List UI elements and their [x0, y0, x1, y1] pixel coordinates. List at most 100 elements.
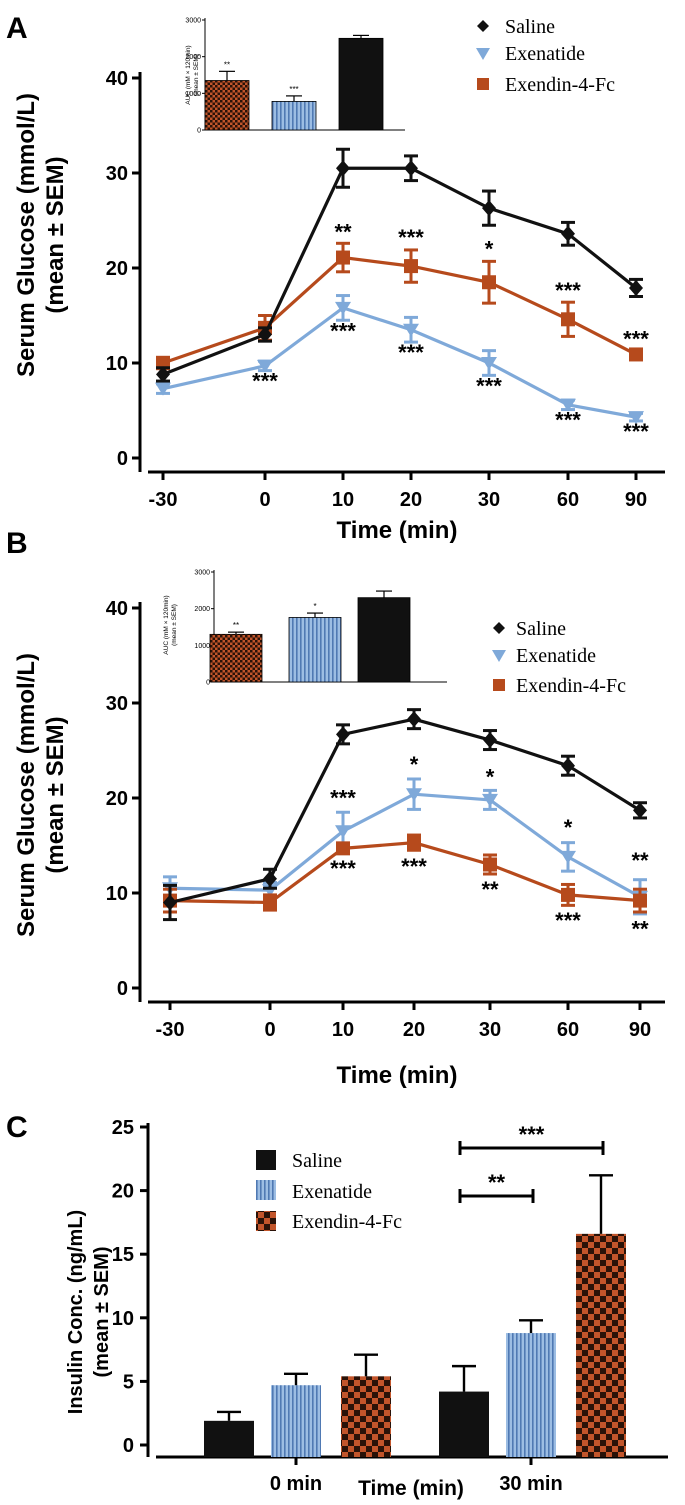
significance-star: *** — [555, 278, 581, 303]
bar-exenatide — [271, 1385, 321, 1457]
legend-label-exenatide: Exenatide — [516, 645, 596, 667]
data-point — [163, 894, 177, 911]
legend-marker-exenatide — [476, 48, 490, 60]
inset-auc-chart: AUC (mM × 120min) (mean ± SEM) 0 1000 2000… — [185, 18, 405, 135]
significance-star: *** — [252, 369, 278, 394]
inset-significance-star: * — [313, 602, 316, 611]
legend-marker-exendin — [477, 78, 489, 90]
inset-auc-chart: AUC (mM × 120min) (mean ± SEM) 0 1000 2000… — [163, 570, 447, 687]
data-point — [404, 259, 418, 274]
inset-y-tick-label: 3000 — [185, 18, 201, 25]
x-tick-label: 20 — [403, 1019, 425, 1041]
data-point — [155, 382, 171, 396]
data-point — [406, 788, 422, 802]
significance-star: * — [410, 752, 419, 777]
y-tick-label: 40 — [106, 598, 128, 620]
significance-stars: **** ******* ******** ** — [330, 752, 649, 942]
panel-label-c: C — [6, 1111, 28, 1144]
legend-label-exendin: Exendin-4-Fc — [292, 1211, 402, 1233]
x-tick-label: 0 — [259, 489, 270, 511]
inset-bar-saline — [357, 597, 411, 683]
legend-label-exendin: Exendin-4-Fc — [505, 74, 615, 96]
y-axis-label-line2: (mean ± SEM) — [91, 1247, 113, 1378]
significance-star: * — [486, 765, 495, 790]
x-tick-label: 60 — [557, 1019, 579, 1041]
inset-bar-exenatide — [271, 101, 317, 131]
significance-star: *** — [623, 419, 649, 444]
data-point — [258, 326, 272, 343]
legend-swatch-exendin — [256, 1211, 276, 1231]
series-exenatide — [162, 777, 648, 916]
inset-significance-star: ** — [233, 621, 239, 630]
legend-label-exenatide: Exenatide — [505, 43, 585, 65]
legend: Saline Exenatide Exendin-4-Fc — [492, 618, 626, 697]
y-tick-label: 40 — [106, 68, 128, 90]
x-tick-label: 10 — [332, 489, 354, 511]
significance-star: *** — [555, 908, 581, 933]
data-point — [481, 357, 497, 370]
y-tick-label: 30 — [106, 693, 128, 715]
legend-swatch-exenatide — [256, 1180, 276, 1200]
data-point — [561, 312, 575, 327]
data-point — [561, 757, 575, 774]
bars — [204, 1174, 626, 1457]
panel-a: A Serum Glucose (mmol/L) (mean ± SEM) 0 1… — [6, 12, 665, 544]
x-tick-label: 90 — [625, 489, 647, 511]
legend-marker-saline — [493, 622, 505, 634]
y-tick-label: 20 — [106, 788, 128, 810]
data-point — [628, 411, 644, 425]
x-tick-label: 10 — [332, 1019, 354, 1041]
significance-star: * — [485, 236, 494, 261]
panel-c: C Insulin Conc. (ng/mL) (mean ± SEM) 0 5 1… — [6, 1111, 668, 1500]
y-tick-label: 10 — [106, 883, 128, 905]
y-axis-title: Insulin Conc. (ng/mL) (mean ± SEM) — [65, 1210, 113, 1414]
data-point — [403, 323, 419, 337]
inset-y-tick-label: 2000 — [185, 54, 201, 61]
y-tick-label: 0 — [117, 448, 128, 470]
x-axis-label: Time (min) — [358, 1477, 464, 1500]
y-axis-title: Serum Glucose (mmol/L) (mean ± SEM) — [13, 93, 69, 377]
data-point — [482, 200, 496, 217]
y-tick-label: 5 — [123, 1371, 134, 1393]
legend-label-exendin: Exendin-4-Fc — [516, 675, 626, 697]
y-tick-label: 20 — [112, 1181, 134, 1203]
series-exenatide — [271, 1319, 556, 1457]
data-point — [560, 850, 576, 864]
y-axis-label-line2: (mean ± SEM) — [42, 716, 69, 873]
x-tick-label: 20 — [400, 489, 422, 511]
significance-brackets: ***** — [458, 1122, 605, 1203]
inset-y-tick-label: 0 — [206, 680, 210, 687]
bar-exenatide — [506, 1333, 556, 1457]
inset-y-label-line1: AUC (mM × 120min) — [163, 595, 170, 654]
inset-bar-saline — [338, 37, 384, 131]
bar-exendin — [341, 1376, 391, 1457]
legend-label-saline: Saline — [516, 618, 566, 640]
y-tick-label: 10 — [112, 1308, 134, 1330]
inset-significance-star: *** — [289, 85, 298, 94]
y-ticks: 0 10 20 30 40 — [106, 598, 140, 1000]
significance-star: *** — [401, 854, 427, 879]
data-point — [482, 275, 496, 290]
inset-bar-exenatide — [288, 617, 342, 683]
significance-star: *** — [398, 340, 424, 365]
significance-star: *** — [519, 1122, 545, 1147]
y-axis-label-line1: Serum Glucose (mmol/L) — [13, 93, 40, 377]
data-point — [257, 359, 273, 373]
y-ticks: 0 10 20 30 40 — [106, 68, 140, 470]
significance-star: ** — [488, 1170, 506, 1195]
y-tick-label: 20 — [106, 258, 128, 280]
y-axis-label-line1: Serum Glucose (mmol/L) — [13, 653, 40, 937]
legend-marker-saline — [477, 20, 489, 32]
x-tick-label: -30 — [156, 1019, 185, 1041]
series-lines — [155, 147, 644, 425]
series-lines — [162, 708, 648, 922]
y-tick-label: 25 — [112, 1117, 134, 1139]
x-ticks: 0 min 30 min — [270, 1457, 563, 1495]
data-point — [483, 732, 497, 749]
significance-star: ** — [334, 219, 352, 244]
data-point — [336, 726, 350, 743]
data-point — [407, 711, 421, 728]
data-point — [483, 857, 497, 872]
panel-b: B Serum Glucose (mmol/L) (mean ± SEM) 0 1… — [6, 527, 665, 1089]
axes — [138, 72, 665, 474]
